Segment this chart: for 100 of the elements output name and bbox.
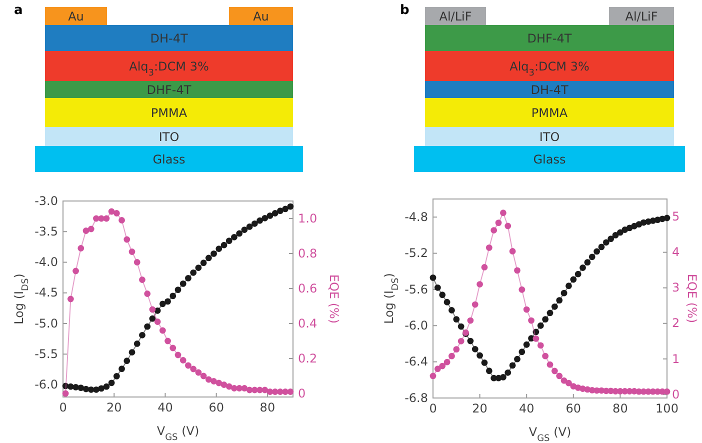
- point: [266, 388, 274, 395]
- point: [62, 390, 69, 397]
- point: [476, 281, 483, 288]
- y2-tick-label: 0: [672, 387, 680, 402]
- point: [195, 264, 202, 271]
- point: [574, 270, 582, 278]
- y2-tick-label: 2: [672, 316, 680, 330]
- point: [88, 226, 94, 232]
- point: [453, 346, 460, 353]
- point: [195, 369, 202, 376]
- point: [190, 366, 197, 372]
- y-tick-label: -3.5: [34, 224, 58, 238]
- point: [537, 342, 544, 349]
- point: [139, 332, 146, 338]
- point: [556, 372, 563, 380]
- point: [220, 382, 228, 388]
- y2-tick-label: 1.0: [298, 211, 318, 226]
- point: [134, 259, 140, 266]
- point: [154, 318, 161, 325]
- point: [444, 358, 450, 366]
- point: [216, 246, 222, 252]
- point: [439, 362, 446, 370]
- point: [472, 346, 478, 352]
- point: [594, 248, 600, 255]
- y2-axis-title: EQE (%): [327, 274, 341, 324]
- y2-tick-label: 0.4: [298, 316, 318, 330]
- point: [277, 208, 284, 214]
- point: [154, 307, 161, 314]
- point: [430, 372, 436, 380]
- point: [78, 245, 84, 252]
- point: [532, 335, 540, 342]
- point: [430, 274, 436, 281]
- x-tick-label: 0: [59, 400, 67, 415]
- point: [164, 338, 171, 344]
- point: [509, 248, 516, 254]
- point: [458, 338, 464, 344]
- chart-title: a: [14, 3, 23, 18]
- point: [159, 300, 166, 308]
- point: [598, 244, 605, 250]
- point: [584, 259, 591, 266]
- point: [434, 366, 441, 372]
- y2-tick-label: 5: [672, 210, 680, 224]
- point: [266, 212, 274, 219]
- point: [103, 383, 110, 390]
- point: [220, 242, 228, 248]
- point: [542, 352, 549, 360]
- y-tick-label: -5.2: [404, 246, 428, 260]
- x-tick-label: 60: [208, 400, 224, 415]
- point: [174, 286, 182, 294]
- point: [113, 372, 120, 380]
- point: [170, 344, 176, 352]
- x-axis-title: V$_{GS}$ (V): [528, 425, 572, 443]
- point: [537, 322, 544, 329]
- x-tick-label: 60: [566, 402, 582, 416]
- y2-tick-label: 0.2: [298, 351, 318, 366]
- point: [174, 352, 182, 358]
- point: [82, 228, 90, 234]
- y-tick-label: -4.0: [34, 255, 58, 270]
- point: [231, 234, 238, 240]
- point: [434, 284, 441, 291]
- x-tick-label: 40: [518, 402, 534, 416]
- point: [523, 341, 530, 348]
- point: [287, 203, 294, 210]
- point: [476, 352, 483, 359]
- x-axis-title: V$_{GS}$ (V): [156, 424, 200, 443]
- point: [216, 380, 222, 386]
- y2-axis-title: EQE (%): [685, 274, 699, 324]
- point: [262, 214, 268, 222]
- y2-tick-label: 0: [298, 386, 306, 400]
- y-tick-label: -5.5: [34, 346, 58, 361]
- point: [205, 376, 212, 383]
- point: [528, 317, 534, 324]
- point: [504, 369, 512, 376]
- point: [612, 232, 619, 238]
- y-tick-label: -6.0: [404, 318, 428, 332]
- x-tick-label: 20: [106, 400, 122, 415]
- point: [518, 286, 526, 293]
- point: [481, 264, 488, 270]
- point: [272, 210, 278, 216]
- point: [210, 378, 217, 384]
- y2-tick-label: 0.6: [298, 281, 318, 296]
- point: [144, 323, 151, 330]
- x-tick-label: 80: [612, 402, 628, 416]
- y-tick-label: -4.5: [34, 286, 58, 300]
- point: [588, 254, 596, 260]
- point: [500, 210, 506, 216]
- point: [504, 222, 512, 230]
- x-tick-label: 0: [429, 402, 437, 416]
- point: [241, 385, 248, 392]
- point: [664, 214, 670, 222]
- point: [180, 280, 186, 287]
- point: [262, 386, 268, 394]
- point: [180, 357, 186, 364]
- point: [139, 276, 146, 283]
- y-tick-label: -5.6: [404, 282, 428, 296]
- point: [448, 352, 455, 360]
- point: [458, 323, 464, 330]
- point: [128, 248, 136, 255]
- x-tick-label: 20: [472, 402, 488, 416]
- point: [509, 362, 516, 369]
